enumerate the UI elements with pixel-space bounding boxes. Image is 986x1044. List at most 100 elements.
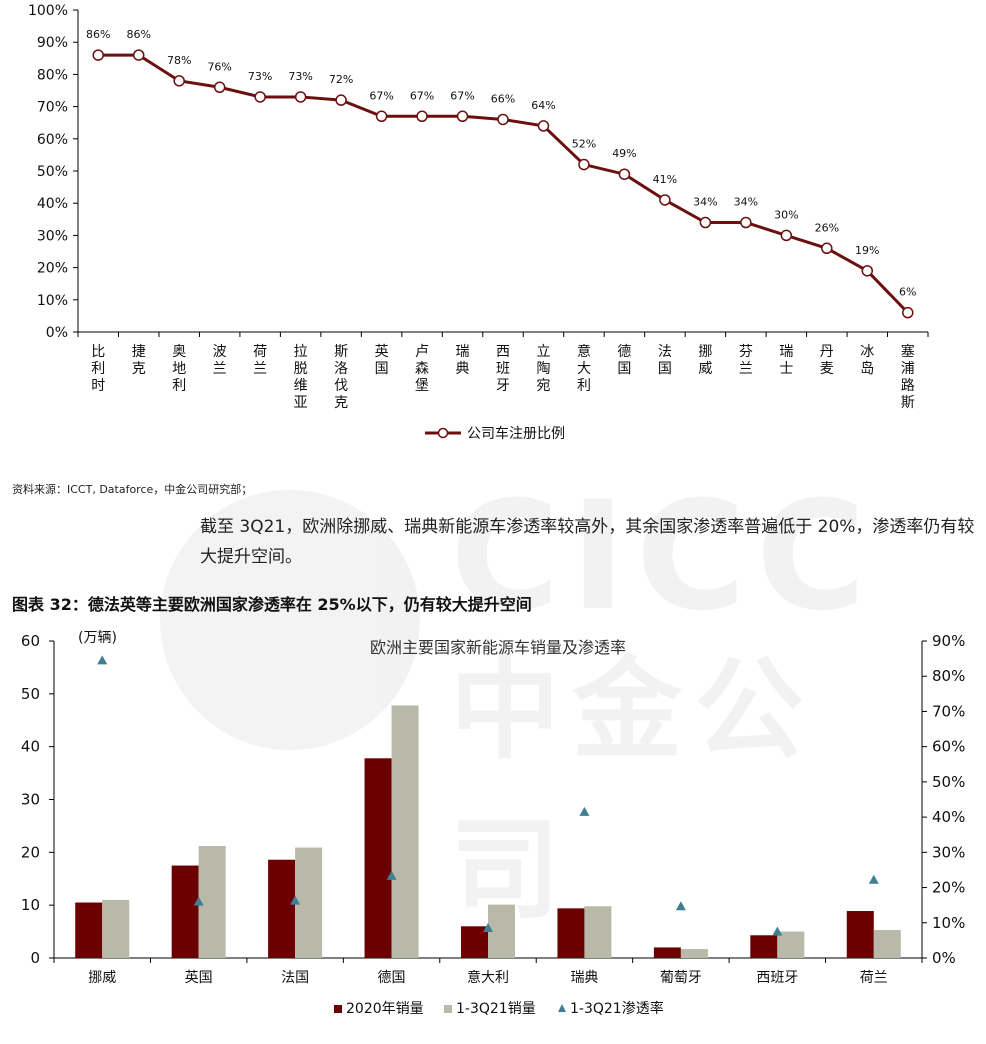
left-y-tick-label: 10 <box>21 896 40 914</box>
right-y-tick-label: 50% <box>932 773 965 791</box>
left-y-tick-label: 20 <box>21 843 40 861</box>
data-point <box>375 110 388 123</box>
x-tick-label: 瑞典 <box>570 970 598 986</box>
data-label: 52% <box>572 138 596 151</box>
left-y-tick-label: 40 <box>21 738 40 756</box>
x-tick-label: 意大利 <box>467 969 509 986</box>
data-point <box>699 216 712 229</box>
data-label: 72% <box>329 73 353 86</box>
data-point <box>294 91 307 103</box>
legend-point-marker <box>437 427 449 439</box>
right-y-tick-label: 90% <box>932 632 965 650</box>
legend-label: 1-3Q21销量 <box>456 1001 536 1017</box>
right-y-tick-label: 40% <box>932 808 965 826</box>
legend-label: 2020年销量 <box>346 1001 424 1017</box>
x-tick-label: 法国 <box>658 344 672 377</box>
data-label: 86% <box>126 28 150 41</box>
x-tick-label: 德国 <box>617 344 631 377</box>
x-tick-label: 捷克 <box>132 344 146 377</box>
bar <box>750 935 778 958</box>
body-paragraph: 截至 3Q21，欧洲除挪威、瑞典新能源车渗透率较高外，其余国家渗透率普遍低于 2… <box>200 517 975 567</box>
data-label: 41% <box>653 173 677 186</box>
data-label: 78% <box>167 54 191 67</box>
y-tick-label: 90% <box>37 35 68 51</box>
y-tick-label: 50% <box>37 164 68 180</box>
x-tick-label: 挪威 <box>698 344 712 377</box>
data-point <box>537 120 550 132</box>
data-label: 86% <box>86 28 110 41</box>
x-tick-label: 斯洛伐克 <box>334 344 348 411</box>
data-label: 49% <box>612 147 636 160</box>
bar <box>584 906 612 958</box>
x-tick-label: 西班牙 <box>756 970 798 986</box>
x-tick-label: 英国 <box>185 969 213 986</box>
data-label: 30% <box>774 208 798 221</box>
y-tick-label: 80% <box>37 67 68 83</box>
data-point <box>902 306 914 319</box>
legend-marker <box>558 1004 566 1012</box>
left-y-tick-label: 50 <box>21 685 40 703</box>
legend-label: 公司车注册比例 <box>467 425 565 442</box>
data-label: 34% <box>693 196 717 209</box>
bar <box>171 865 199 958</box>
left-y-tick-label: 60 <box>21 632 40 650</box>
data-point <box>780 229 793 242</box>
x-tick-label: 意大利 <box>577 343 591 394</box>
source-note: 资料来源：ICCT, Dataforce，中金公司研究部； <box>12 483 253 496</box>
data-point <box>497 113 509 126</box>
data-label: 67% <box>450 89 474 102</box>
bar <box>777 931 805 958</box>
x-tick-label: 荷兰 <box>253 344 267 377</box>
right-y-tick-label: 20% <box>932 879 965 897</box>
data-point <box>254 91 266 103</box>
data-label: 73% <box>288 70 312 83</box>
bar <box>391 705 419 958</box>
right-y-tick-label: 0% <box>932 949 956 967</box>
right-y-tick-label: 30% <box>932 843 965 861</box>
data-point <box>578 158 590 171</box>
marker-penetration-rate <box>579 806 590 816</box>
marker-penetration-rate <box>290 895 301 905</box>
bar <box>198 845 226 958</box>
marker-penetration-rate <box>675 901 686 911</box>
data-point <box>416 110 428 123</box>
data-label: 64% <box>531 99 555 112</box>
x-tick-label: 塞浦路斯 <box>901 343 915 411</box>
data-label: 73% <box>248 70 272 83</box>
marker-penetration-rate <box>386 870 397 880</box>
right-y-tick-label: 10% <box>932 914 965 932</box>
data-point <box>821 242 833 255</box>
legend-swatch <box>444 1005 452 1013</box>
x-tick-label: 荷兰 <box>860 970 888 986</box>
left-y-tick-label: 30 <box>21 791 40 809</box>
data-label: 26% <box>815 221 839 234</box>
x-tick-label: 拉脱维亚 <box>294 344 308 411</box>
bar <box>873 929 901 958</box>
data-label: 6% <box>899 286 916 299</box>
x-tick-label: 卢森堡 <box>415 344 429 394</box>
bar <box>75 902 103 958</box>
data-label: 67% <box>369 89 393 102</box>
figure-title: 图表 32：德法英等主要欧洲国家渗透率在 25%以下，仍有较大提升空间 <box>12 595 532 614</box>
data-point <box>456 110 469 123</box>
y-tick-label: 40% <box>37 196 68 212</box>
y-tick-label: 60% <box>37 132 68 148</box>
x-tick-label: 比利时 <box>91 344 105 394</box>
x-tick-label: 奥地利 <box>172 343 186 394</box>
data-label: 76% <box>207 60 231 73</box>
x-tick-label: 瑞典 <box>456 344 470 377</box>
bar <box>653 947 681 958</box>
y-tick-label: 70% <box>37 100 68 116</box>
x-tick-label: 葡萄牙 <box>660 970 702 986</box>
x-tick-label: 瑞士 <box>779 344 793 377</box>
legend-label: 1-3Q21渗透率 <box>570 1000 664 1017</box>
x-tick-label: 德国 <box>378 970 406 986</box>
right-y-tick-label: 60% <box>932 738 965 756</box>
data-label: 34% <box>734 196 758 209</box>
data-point <box>173 75 185 87</box>
data-point <box>861 265 874 277</box>
marker-penetration-rate <box>772 926 783 936</box>
data-point <box>92 49 104 61</box>
y-axis-unit-label: (万辆) <box>78 630 117 646</box>
x-tick-label: 冰岛 <box>860 344 874 377</box>
